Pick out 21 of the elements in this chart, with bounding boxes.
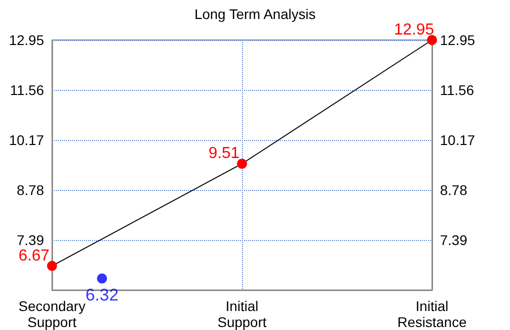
y-tick-label: 12.95 — [8, 32, 44, 48]
data-label: 6.67 — [18, 247, 50, 264]
y-tick-label: 7.39 — [16, 232, 44, 248]
x-tick-label: Initial Support — [217, 298, 267, 330]
y-tick-label: 10.17 — [8, 132, 44, 148]
point — [237, 158, 247, 169]
point — [427, 35, 437, 45]
x-tick-label: Initial Resistance — [397, 298, 467, 330]
y-tick-label: 8.78 — [16, 182, 44, 198]
data-label: 9.51 — [208, 145, 240, 162]
y2-tick-label: 10.17 — [440, 132, 476, 148]
y2-tick-label: 8.78 — [440, 182, 468, 198]
data-label: 6.32 — [85, 285, 119, 304]
point — [47, 260, 57, 271]
data-label: 12.95 — [394, 22, 434, 38]
y-tick-label: 11.56 — [10, 82, 44, 98]
y2-tick-label: 11.56 — [440, 82, 474, 98]
y2-tick-label: 7.39 — [440, 232, 468, 248]
chart-title: Long Term Analysis — [194, 6, 316, 22]
y2-tick-label: 12.95 — [440, 32, 476, 48]
x-tick-label: Secondary Support — [18, 298, 86, 330]
